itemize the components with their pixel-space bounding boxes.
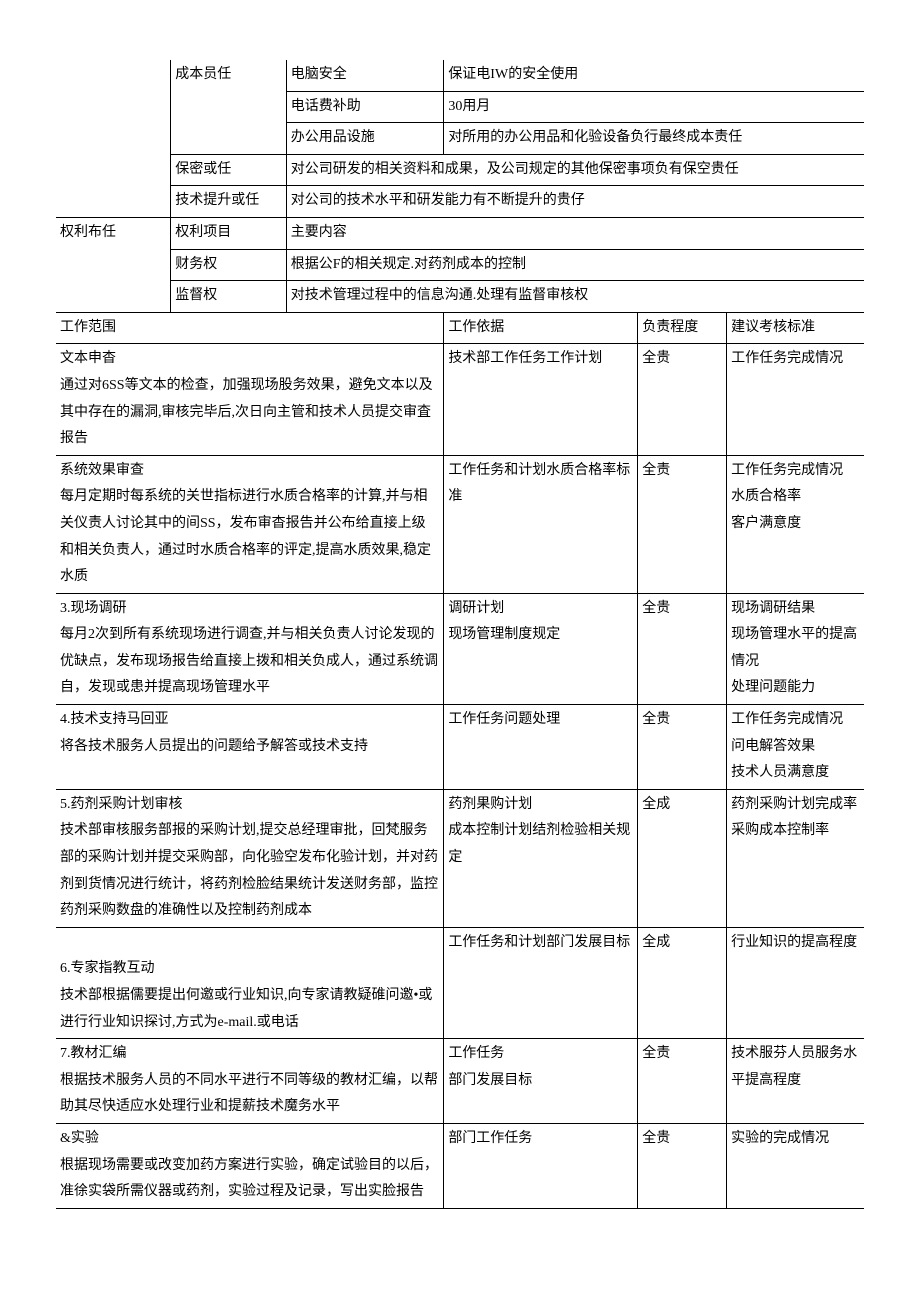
top-row-7: 财务权 根据公F的相关规定.对药剂成本的控制 <box>56 249 864 281</box>
top-finance-label: 财务权 <box>171 249 287 281</box>
hdr-basis: 工作依据 <box>444 312 638 344</box>
scope-7: 7.教材汇编根据技术服务人员的不同水平进行不同等级的教材汇编，以帮助其尽快适应水… <box>56 1039 444 1124</box>
top-supervise-label: 监督权 <box>171 281 287 313</box>
job-spec-table: 成本员任 电脑安全 保证电IW的安全使用 电话费补助 30用月 办公用品设施 对… <box>56 60 864 1209</box>
top-blank-left <box>56 60 171 217</box>
hdr-metric: 建议考核标准 <box>727 312 864 344</box>
top-secrecy-value: 对公司研发的相关资料和成果，及公司规定的其他保密事项负有保空贵任 <box>286 154 864 186</box>
level-6: 全成 <box>638 927 727 1038</box>
metric-6: 行业知识的提高程度 <box>727 927 864 1038</box>
top-row-6: 权利布任 权利项目 主要内容 <box>56 217 864 249</box>
top-rights-item-label: 权利项目 <box>171 217 287 249</box>
level-7: 全责 <box>638 1039 727 1124</box>
top-finance-value: 根据公F的相关规定.对药剂成本的控制 <box>286 249 864 281</box>
basis-8: 部门工作任务 <box>444 1123 638 1208</box>
scope-row-7: 7.教材汇编根据技术服务人员的不同水平进行不同等级的教材汇编，以帮助其尽快适应水… <box>56 1039 864 1124</box>
top-phone-label: 电话费补助 <box>286 91 444 123</box>
level-5: 全成 <box>638 789 727 927</box>
top-row-5: 技术提升或任 对公司的技术水平和研发能力有不断提升的贵仔 <box>56 186 864 218</box>
scope-row-5: 5.药剂采购计划审核技术部审核服务部报的采购计划,提交总经理审批，回梵服务部的采… <box>56 789 864 927</box>
top-tech-up-value: 对公司的技术水平和研发能力有不断提升的贵仔 <box>286 186 864 218</box>
top-office-value: 对所用的办公用品和化验设备负行最终成本责任 <box>444 123 864 155</box>
scope-3: 3.现场调研每月2次到所有系统现场进行调查,并与相关负责人讨论发现的优缺点，发布… <box>56 593 444 704</box>
basis-7: 工作任务部门发展目标 <box>444 1039 638 1124</box>
level-3: 全贵 <box>638 593 727 704</box>
metric-1: 工作任务完成情况 <box>727 344 864 455</box>
scope-1: 文本申杳通过对6SS等文本的检查，加强现场股务效果，避免文本以及其中存在的漏洞,… <box>56 344 444 455</box>
hdr-scope: 工作范围 <box>56 312 444 344</box>
scope-row-3: 3.现场调研每月2次到所有系统现场进行调查,并与相关负责人讨论发现的优缺点，发布… <box>56 593 864 704</box>
top-pc-safety-label: 电脑安全 <box>286 60 444 91</box>
scope-row-8: &实验根据现场需要或改变加药方案进行实验，确定试验目的以后，准徐实袋所需仪器或药… <box>56 1123 864 1208</box>
metric-3: 现场调研结果现场管理水平的提高情况处理问题能力 <box>727 593 864 704</box>
scope-row-1: 文本申杳通过对6SS等文本的检查，加强现场股务效果，避免文本以及其中存在的漏洞,… <box>56 344 864 455</box>
top-rights-item-value: 主要内容 <box>286 217 864 249</box>
scope-row-4: 4.技术支持马回亚将各技术服务人员提出的问题给予解答或技术支持 工作任务问题处理… <box>56 705 864 790</box>
scope-8: &实验根据现场需要或改变加药方案进行实验，确定试验目的以后，准徐实袋所需仪器或药… <box>56 1123 444 1208</box>
scope-row-6: 6.专家指教互动技术部根据儒要提出何邀或行业知识,向专家请教疑碓问邀•或进行行业… <box>56 927 864 1038</box>
metric-5: 药剂采购计划完成率采购成本控制率 <box>727 789 864 927</box>
basis-4: 工作任务问题处理 <box>444 705 638 790</box>
metric-8: 实验的完成情况 <box>727 1123 864 1208</box>
basis-6: 工作任务和计划部门发展目标 <box>444 927 638 1038</box>
scope-header-row: 工作范围 工作依据 负责程度 建议考核标准 <box>56 312 864 344</box>
scope-4: 4.技术支持马回亚将各技术服务人员提出的问题给予解答或技术支持 <box>56 705 444 790</box>
top-rights-title: 权利布任 <box>56 217 171 312</box>
basis-5: 药剂果购计划成本控制计划结剂检验相关规定 <box>444 789 638 927</box>
level-4: 全贵 <box>638 705 727 790</box>
metric-7: 技术服芬人员服务水平提高程度 <box>727 1039 864 1124</box>
metric-2: 工作任务完成情况水质合格率客户满意度 <box>727 455 864 593</box>
hdr-level: 负责程度 <box>638 312 727 344</box>
top-supervise-value: 对技术管理过程中的信息沟通.处理有监督审核权 <box>286 281 864 313</box>
scope-5: 5.药剂采购计划审核技术部审核服务部报的采购计划,提交总经理审批，回梵服务部的采… <box>56 789 444 927</box>
scope-6: 6.专家指教互动技术部根据儒要提出何邀或行业知识,向专家请教疑碓问邀•或进行行业… <box>56 927 444 1038</box>
basis-2: 工作任务和计划水质合格率标准 <box>444 455 638 593</box>
top-row-8: 监督权 对技术管理过程中的信息沟通.处理有监督审核权 <box>56 281 864 313</box>
level-1: 全贵 <box>638 344 727 455</box>
top-phone-value: 30用月 <box>444 91 864 123</box>
basis-3: 调研计划现场管理制度规定 <box>444 593 638 704</box>
level-2: 全责 <box>638 455 727 593</box>
top-cost-duty: 成本员任 <box>171 60 287 154</box>
metric-4: 工作任务完成情况问电解答效果技术人员满意度 <box>727 705 864 790</box>
top-office-label: 办公用品设施 <box>286 123 444 155</box>
basis-1: 技术部工作任务工作计划 <box>444 344 638 455</box>
scope-row-2: 系统效果审查每月定期时每系统的关世指标进行水质合格率的计算,并与相关仪责人讨论其… <box>56 455 864 593</box>
top-secrecy-label: 保密或任 <box>171 154 287 186</box>
scope-2: 系统效果审查每月定期时每系统的关世指标进行水质合格率的计算,并与相关仪责人讨论其… <box>56 455 444 593</box>
top-tech-up-label: 技术提升或任 <box>171 186 287 218</box>
level-8: 全贵 <box>638 1123 727 1208</box>
top-row-1: 成本员任 电脑安全 保证电IW的安全使用 <box>56 60 864 91</box>
top-pc-safety-value: 保证电IW的安全使用 <box>444 60 864 91</box>
top-row-4: 保密或任 对公司研发的相关资料和成果，及公司规定的其他保密事项负有保空贵任 <box>56 154 864 186</box>
